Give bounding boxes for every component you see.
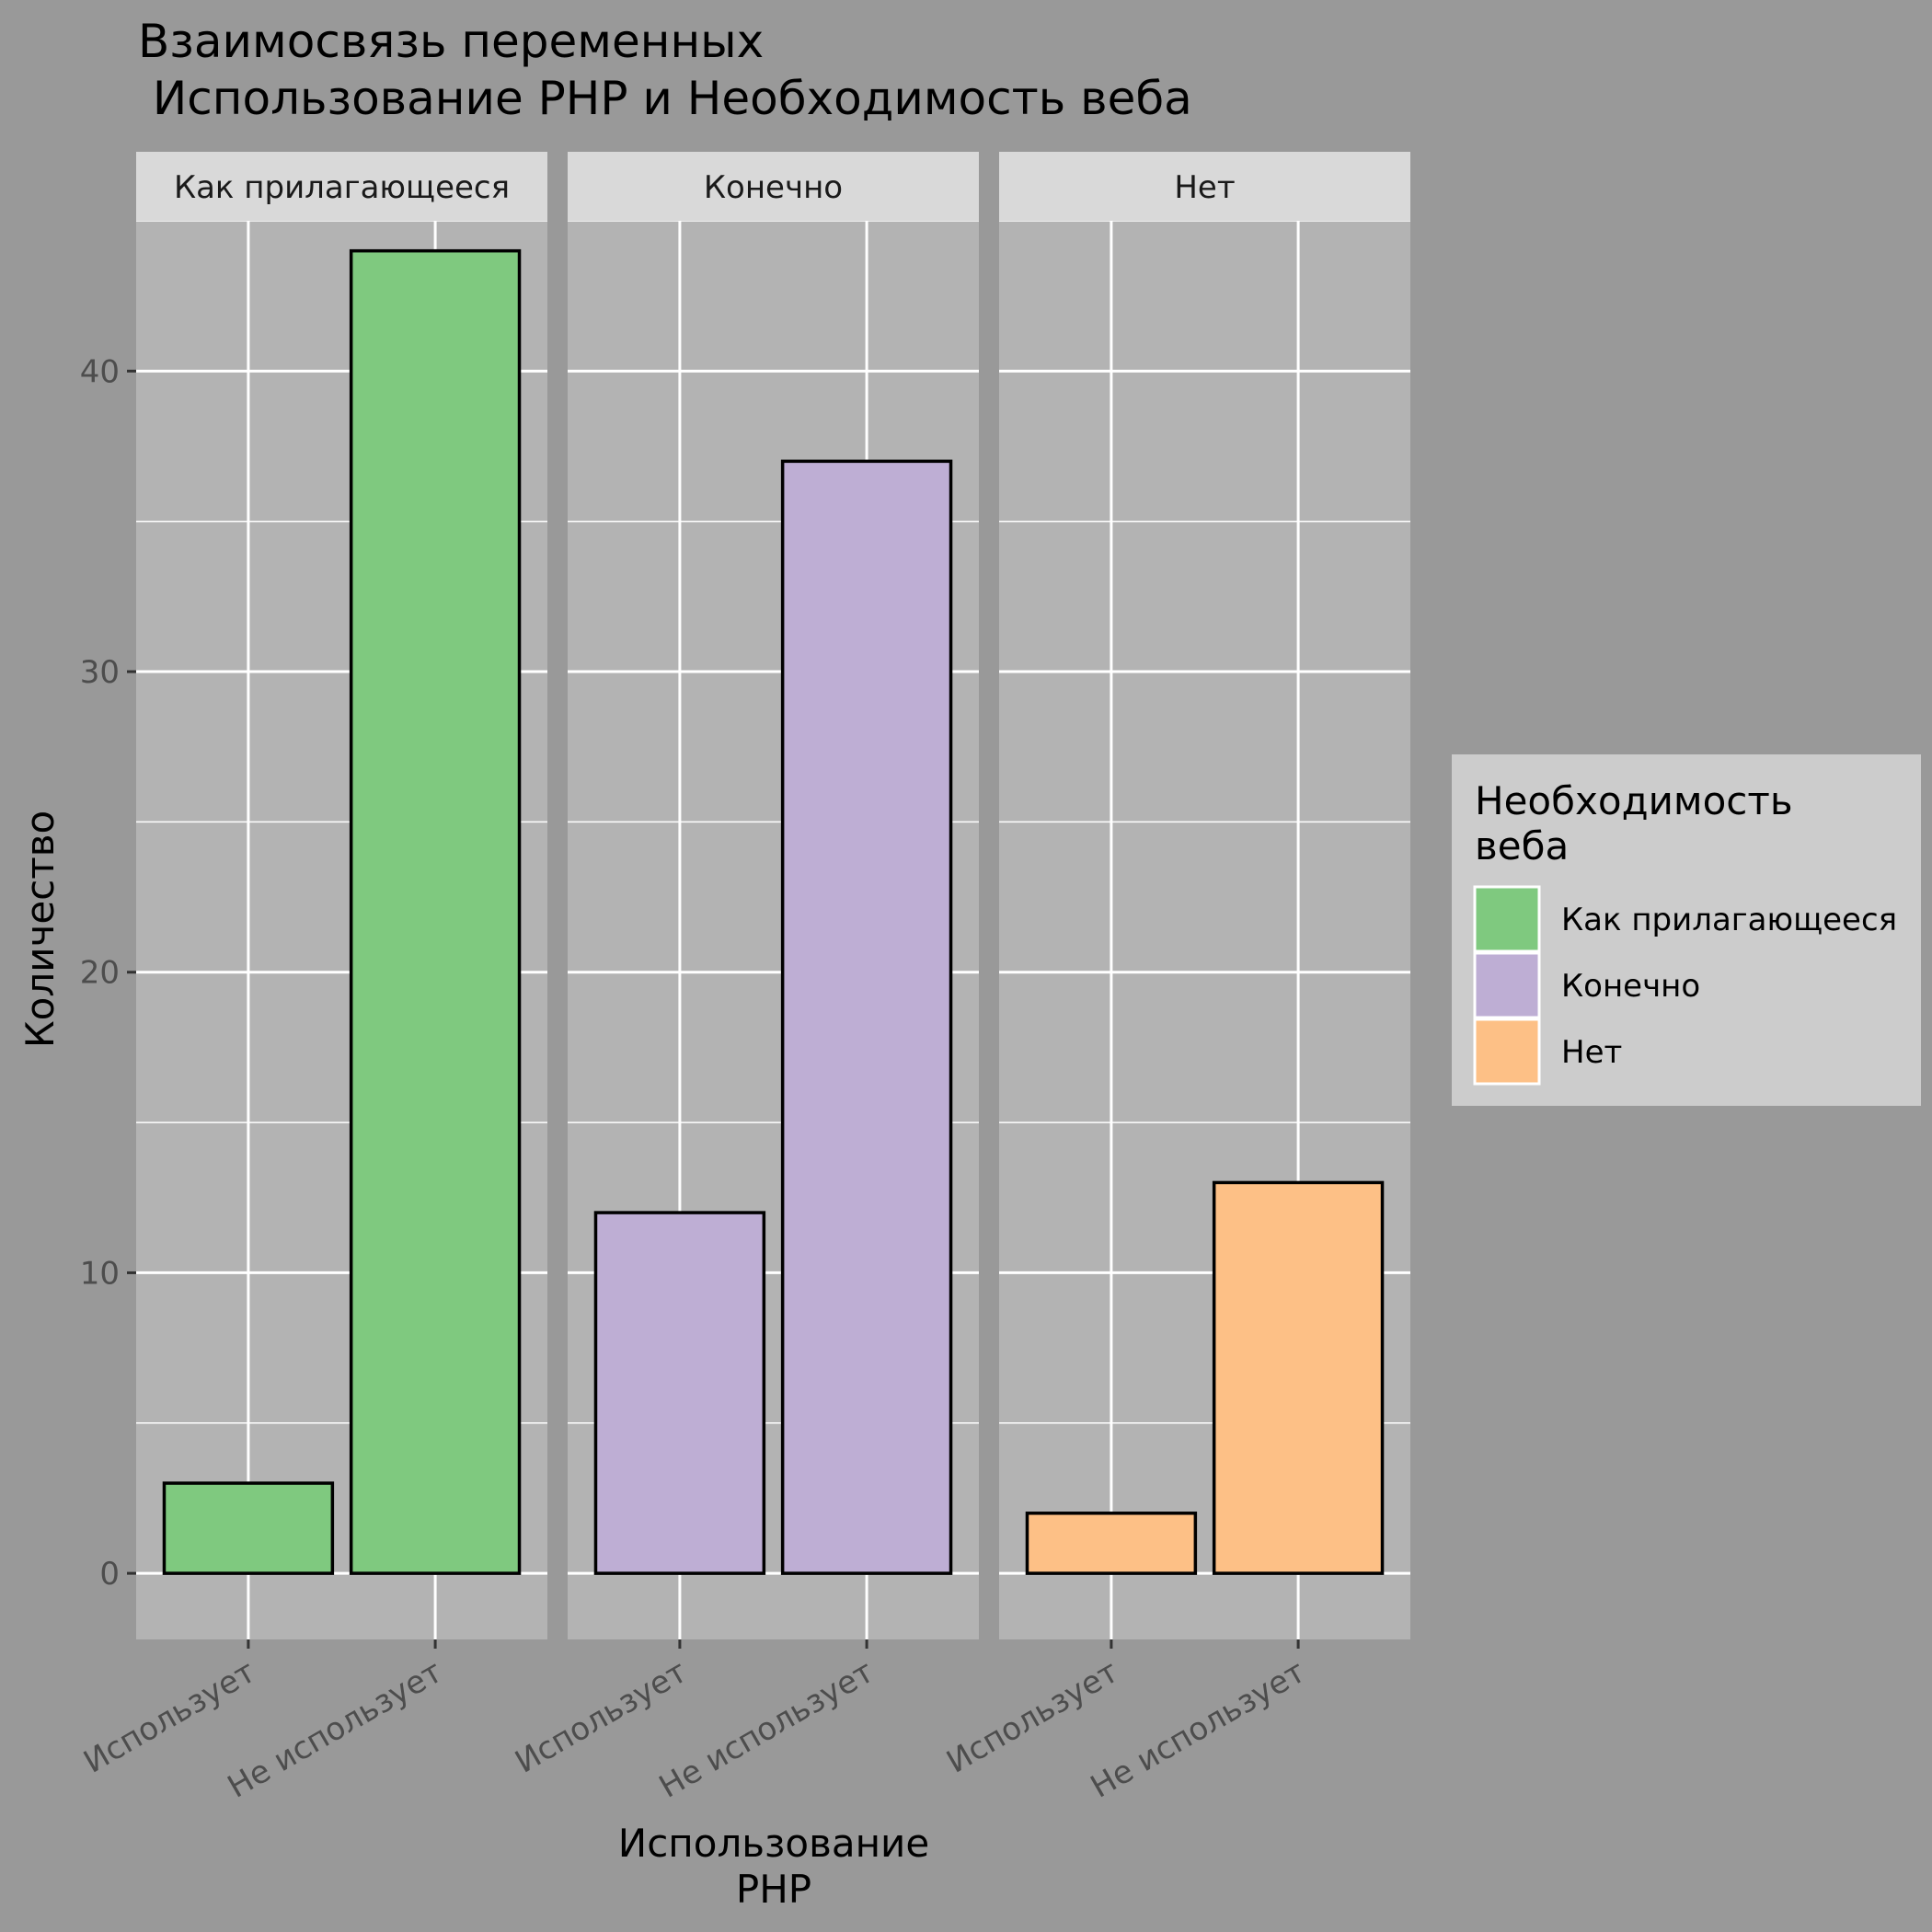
legend-key (1473, 1018, 1541, 1086)
legend-key (1473, 885, 1541, 953)
y-tick-label: 0 (99, 1556, 120, 1593)
facet-strip-label: Как прилагающееся (174, 169, 510, 206)
bar (593, 1211, 766, 1575)
y-tick-label: 40 (80, 353, 120, 390)
facet-strip (136, 152, 547, 221)
facet-strip-label: Конечно (704, 169, 843, 206)
legend: Необходимость веба Как прилагающееся Коне… (1452, 754, 1921, 1106)
legend-entries: Как прилагающееся Конечно Нет (1473, 885, 1897, 1086)
facet-panel: Как прилагающееся (136, 152, 547, 1639)
legend-label: Нет (1561, 1034, 1622, 1071)
legend-title-line-1: Необходимость (1475, 778, 1793, 823)
facet-strip (999, 152, 1410, 221)
facet-panels: Как прилагающееся Конечно Нет (136, 152, 1410, 1639)
x-axis-label-line-2: PHP (736, 1867, 811, 1912)
chart-title-line-1: Взаимосвязь переменных (138, 15, 764, 68)
legend-title-line-2: веба (1475, 823, 1569, 868)
bar (1025, 1512, 1198, 1575)
bar (162, 1481, 335, 1575)
facet-panel: Нет (999, 152, 1410, 1639)
facet-strip (568, 152, 979, 221)
facet-strip-label: Нет (1174, 169, 1235, 206)
legend-key (1473, 951, 1541, 1019)
y-axis-label: Количество (17, 811, 63, 1048)
y-tick-label: 20 (80, 955, 120, 992)
legend-label: Как прилагающееся (1561, 902, 1897, 938)
y-tick-label: 10 (80, 1255, 120, 1292)
x-axis-label-line-1: Использование (618, 1821, 929, 1866)
bar (780, 459, 953, 1575)
y-tick-label: 30 (80, 654, 120, 691)
y-axis: 0 10 20 30 40 (80, 353, 136, 1593)
bar (349, 248, 522, 1575)
bar (1212, 1180, 1385, 1575)
legend-label: Конечно (1561, 968, 1700, 1005)
chart-title-line-2: Использование PHP и Необходимость веба (138, 72, 1192, 125)
facet-panel: Конечно (568, 152, 979, 1639)
